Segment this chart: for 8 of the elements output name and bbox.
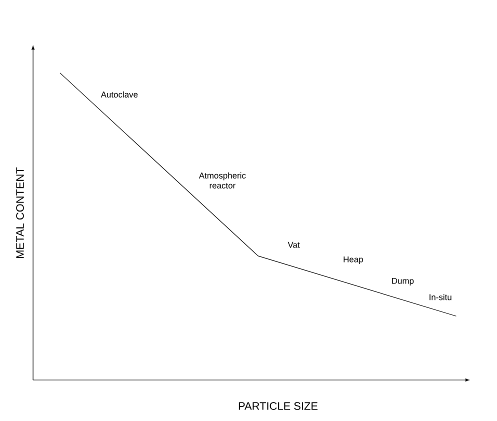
annotation: Autoclave — [100, 91, 138, 98]
annotation: Atmospheric reactor — [198, 172, 246, 188]
annotation: Heap — [344, 256, 363, 264]
annotation: In-situ — [430, 294, 452, 300]
annotation: Vat — [288, 242, 300, 248]
y-axis-title: METAL CONTENT — [16, 167, 24, 258]
annotation: Dump — [392, 278, 414, 286]
x-axis-title: PARTICLE SIZE — [238, 402, 318, 410]
